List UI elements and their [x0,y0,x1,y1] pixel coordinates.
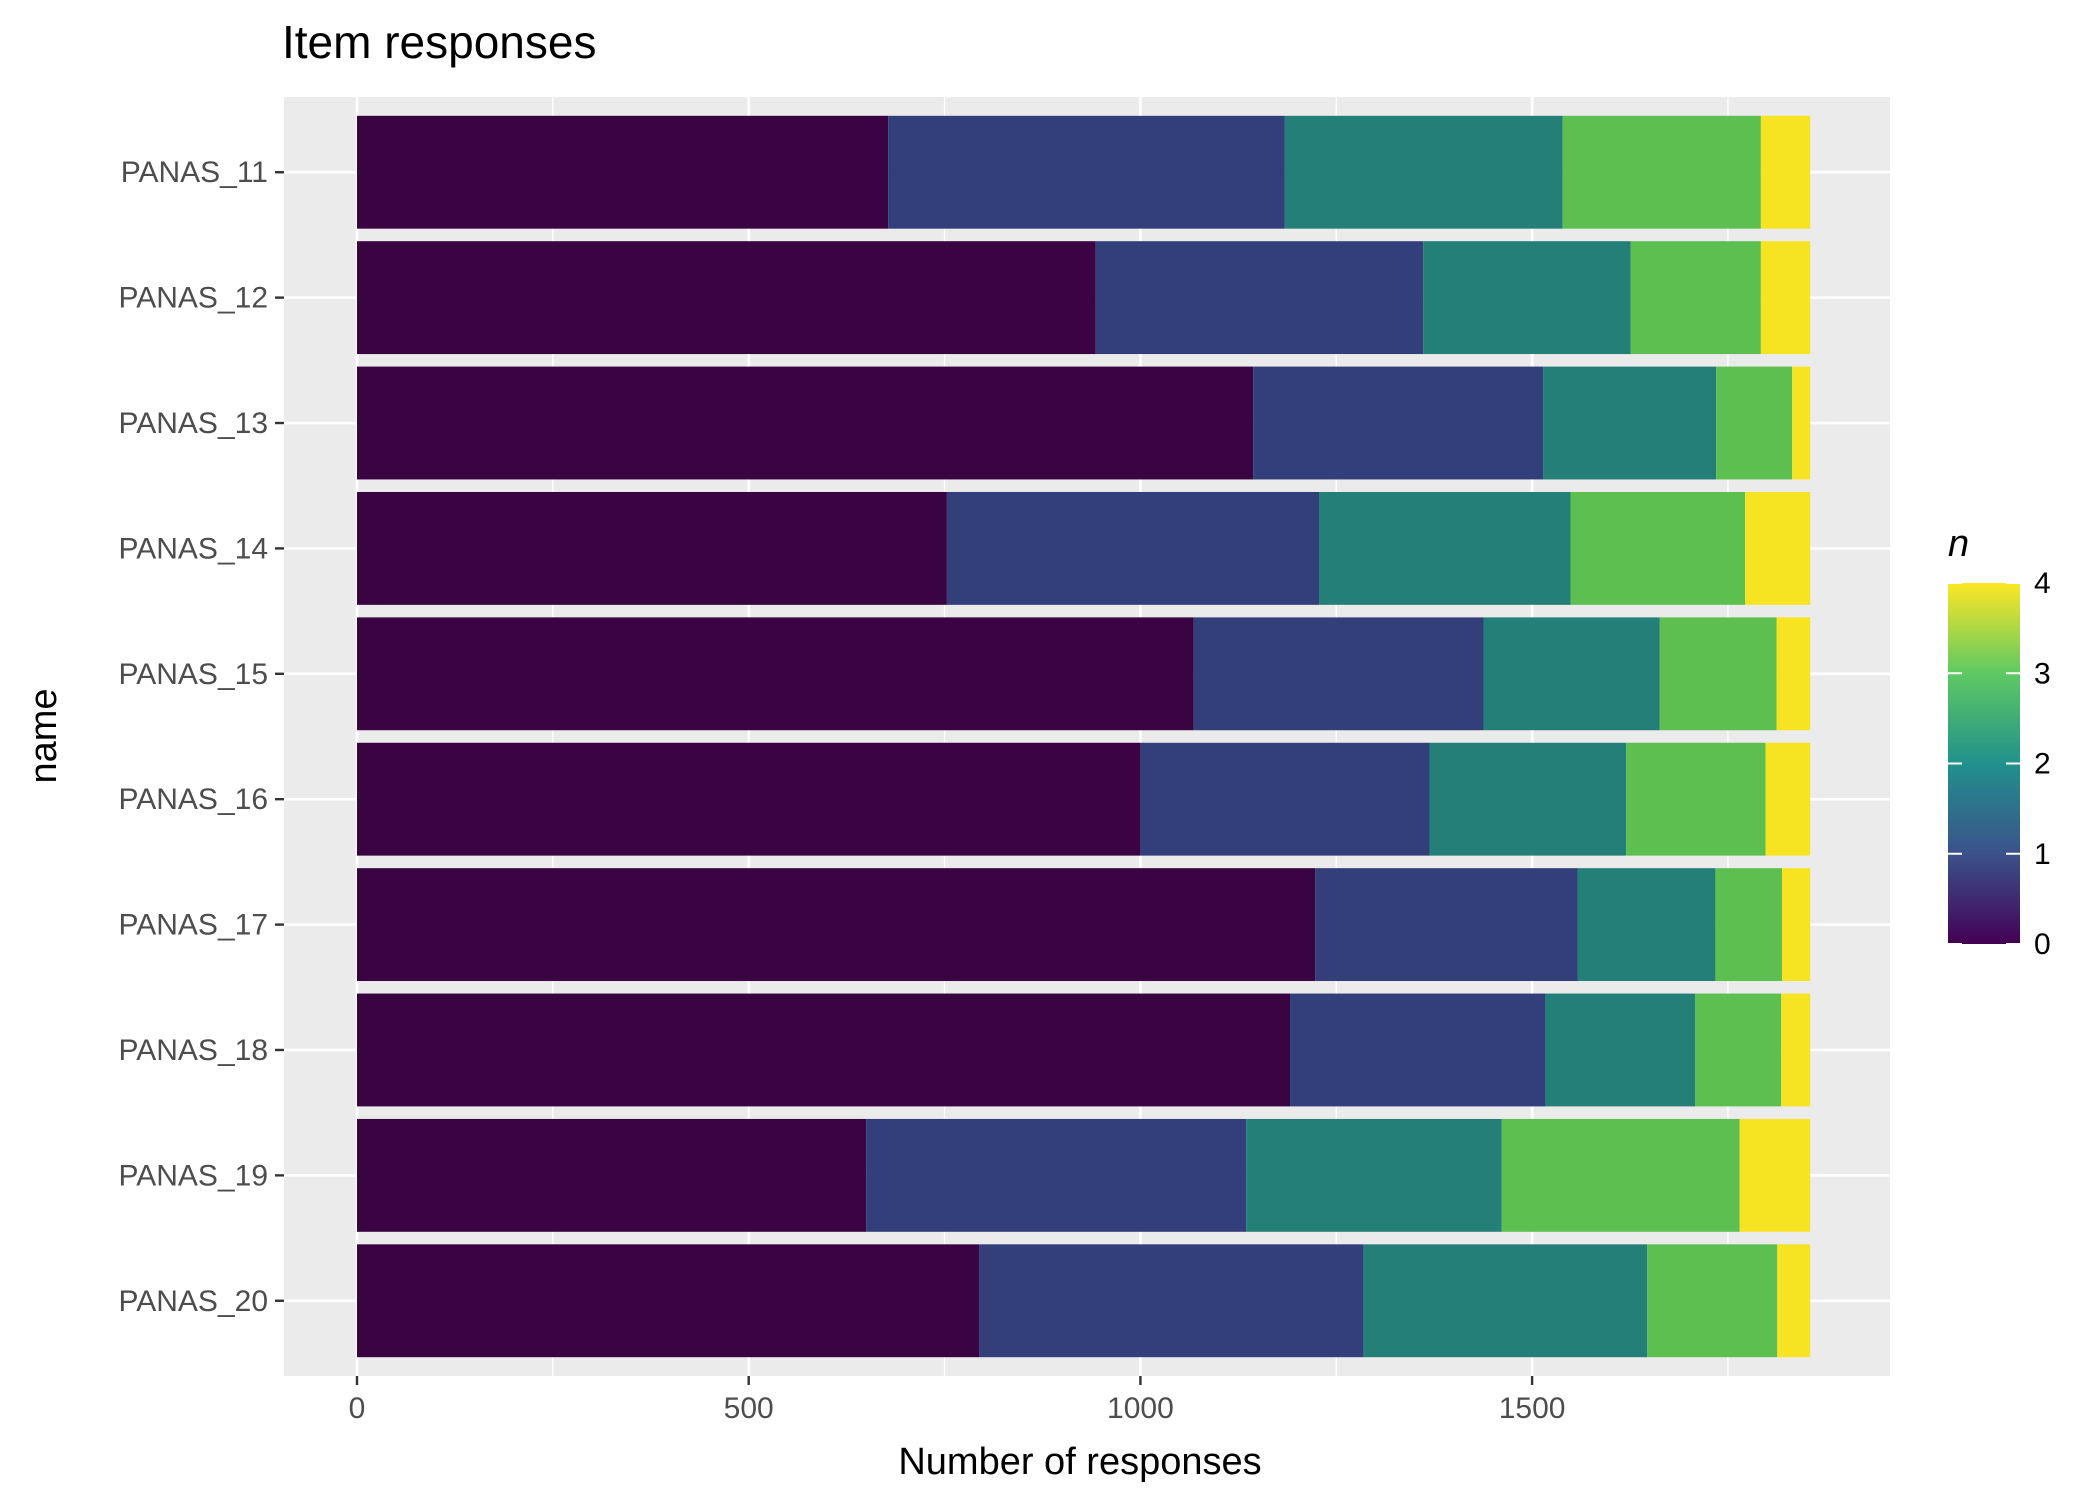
bar-segment [357,241,1096,355]
bar-segment [1543,366,1717,480]
bar-segment [1765,742,1811,856]
bar-segment [1781,993,1811,1107]
bar-segment [1253,366,1544,480]
y-tick-label: PANAS_13 [118,407,268,440]
bar-segment [1760,115,1811,229]
x-tick-label: 0 [349,1392,366,1425]
legend: n 0 1 2 3 4 [1948,523,2051,961]
legend-tick-label: 0 [2034,928,2051,961]
bar-segment [1626,742,1766,856]
bar-segment [1246,1118,1502,1232]
legend-title: n [1948,523,1969,565]
legend-tick-label: 4 [2034,567,2051,600]
bar-segment [1630,241,1761,355]
bar-segment [357,1244,980,1358]
bar-segment [1782,868,1811,982]
x-axis: 0 500 1000 1500 [349,1376,1566,1425]
bar-segment [1647,1244,1778,1358]
bar-segment [1363,1244,1648,1358]
bar-segment [1290,993,1546,1107]
bar-segment [1545,993,1696,1107]
y-axis: PANAS_11 PANAS_12 PANAS_13 PANAS_14 PANAS_15… [118,156,284,1318]
x-tick-label: 500 [724,1392,774,1425]
bar-segment [357,115,889,229]
y-tick-label: PANAS_14 [118,532,268,565]
bar-segment [1319,491,1571,605]
y-tick-label: PANAS_15 [118,658,268,691]
x-axis-title: Number of responses [898,1441,1261,1483]
bar-segment [357,617,1194,731]
bar-segment [1429,742,1627,856]
bar-segment [1483,617,1660,731]
bar-segment [1777,1244,1811,1358]
bar-segment [866,1118,1247,1232]
y-tick-label: PANAS_12 [118,282,268,315]
bar-segment [946,491,1320,605]
bar-segment [1715,868,1783,982]
bar-segment [888,115,1285,229]
bar-segment [1140,742,1430,856]
legend-tick-label: 3 [2034,657,2051,690]
bar-segment [1716,366,1793,480]
bar-segment [1315,868,1578,982]
y-tick-label: PANAS_16 [118,783,268,816]
bar-segment [357,993,1291,1107]
bar-segment [1745,491,1811,605]
bar-segment [979,1244,1364,1358]
bars [357,115,1811,1358]
x-tick-label: 1000 [1107,1392,1174,1425]
y-tick-label: PANAS_19 [118,1159,268,1192]
bar-segment [357,742,1141,856]
bar-segment [1193,617,1484,731]
bar-segment [1562,115,1761,229]
y-tick-label: PANAS_20 [118,1285,268,1318]
bar-segment [1501,1118,1740,1232]
bar-segment [1760,241,1811,355]
legend-tick-label: 1 [2034,838,2051,871]
bar-segment [357,1118,867,1232]
bar-segment [357,366,1254,480]
bar-segment [357,491,947,605]
chart-title: Item responses [282,16,596,68]
bar-segment [1776,617,1811,731]
legend-tick-label: 2 [2034,748,2051,781]
y-axis-title: name [23,688,65,783]
bar-segment [1284,115,1563,229]
bar-segment [1577,868,1716,982]
bar-segment [1792,366,1811,480]
bar-segment [1570,491,1746,605]
bar-segment [357,868,1316,982]
y-tick-label: PANAS_11 [121,156,268,189]
x-tick-label: 1500 [1499,1392,1566,1425]
bar-segment [1095,241,1424,355]
y-tick-label: PANAS_18 [118,1034,268,1067]
bar-segment [1423,241,1631,355]
bar-segment [1739,1118,1811,1232]
bar-segment [1695,993,1782,1107]
y-tick-label: PANAS_17 [118,909,268,942]
bar-segment [1659,617,1777,731]
